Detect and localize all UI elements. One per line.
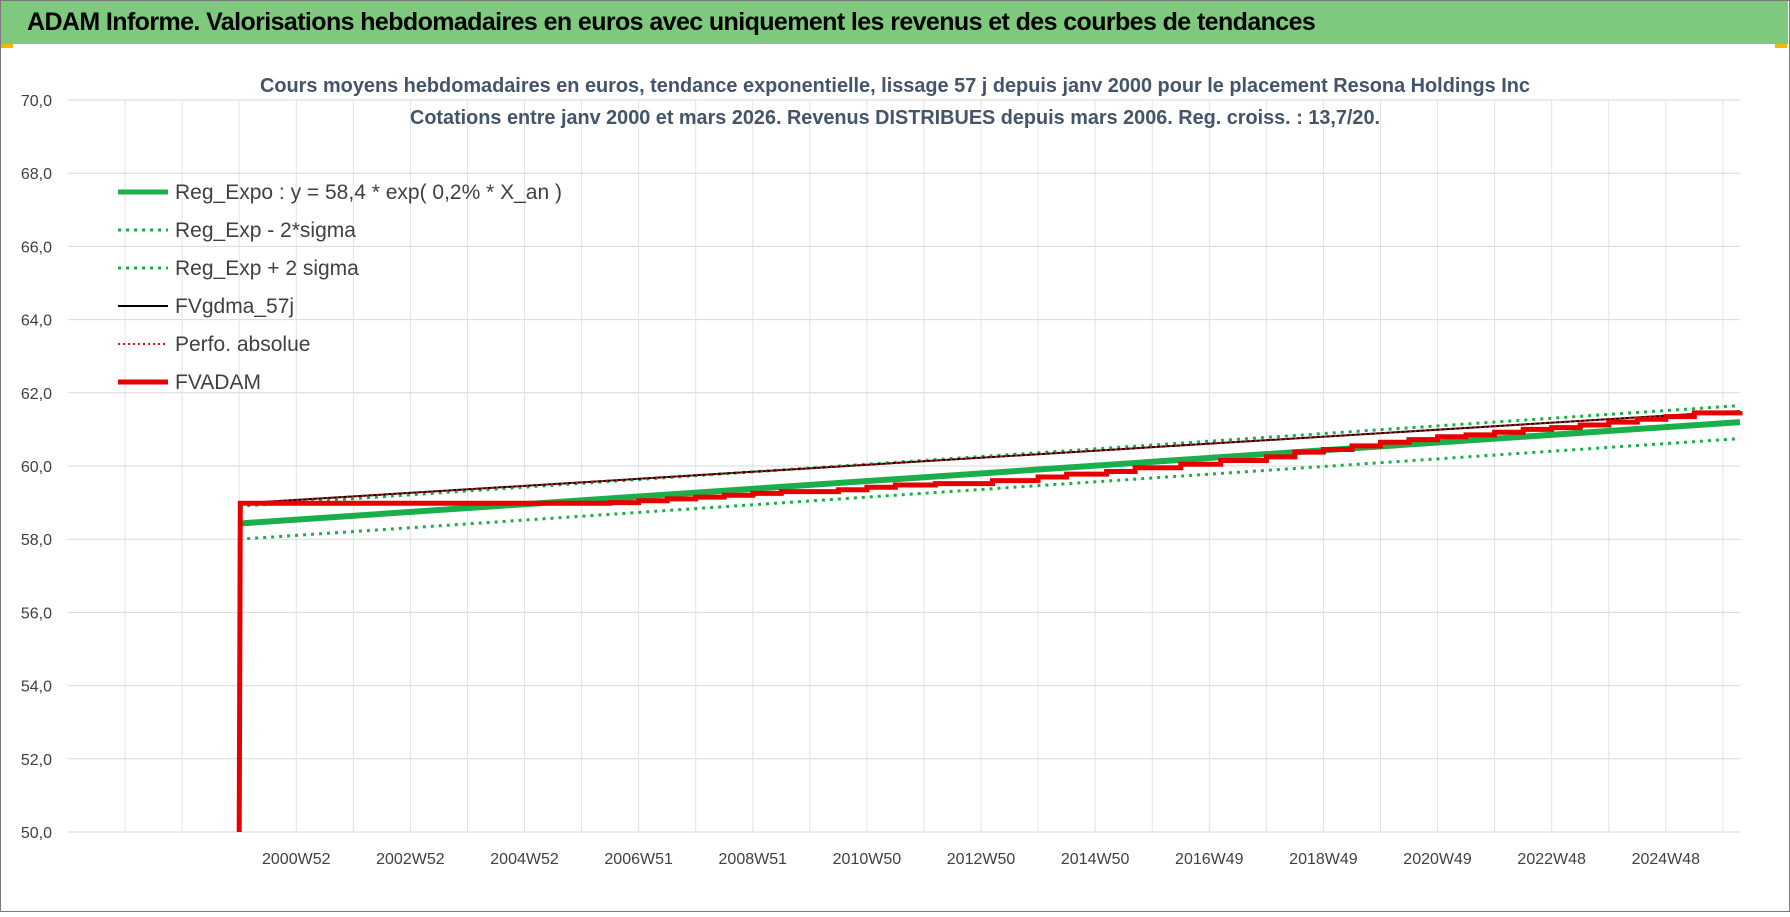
- y-tick-label: 52,0: [21, 752, 52, 769]
- y-tick-label: 68,0: [21, 166, 52, 183]
- x-tick-label: 2006W51: [604, 851, 673, 868]
- y-tick-label: 66,0: [21, 239, 52, 256]
- y-tick-label: 60,0: [21, 459, 52, 476]
- x-tick-label: 2010W50: [833, 851, 902, 868]
- x-tick-label: 2012W50: [947, 851, 1016, 868]
- legend-label: FVADAM: [175, 371, 261, 394]
- report-banner: ADAM Informe. Valorisations hebdomadaire…: [1, 1, 1788, 44]
- y-tick-label: 58,0: [21, 532, 52, 549]
- y-tick-label: 54,0: [21, 679, 52, 696]
- x-tick-label: 2020W49: [1403, 851, 1472, 868]
- series-line: [236, 410, 1743, 833]
- x-tick-label: 2018W49: [1289, 851, 1358, 868]
- chart-subtitle: Cotations entre janv 2000 et mars 2026. …: [410, 107, 1380, 129]
- legend: Reg_Expo : y = 58,4 * exp( 0,2% * X_an )…: [118, 181, 562, 394]
- y-tick-label: 50,0: [21, 825, 52, 842]
- y-tick-label: 64,0: [21, 313, 52, 330]
- series-lines: [236, 404, 1743, 833]
- y-tick-label: 62,0: [21, 386, 52, 403]
- x-tick-label: 2002W52: [376, 851, 445, 868]
- x-axis-ticks: 2000W52 2002W52 2004W52 2006W51 2008W51 2010W…: [262, 851, 1700, 868]
- chart-area: 70,0 68,0 66,0 64,0 62,0 60,0 58,0 56,0 54,0 52,0…: [0, 44, 1790, 912]
- x-tick-label: 2004W52: [490, 851, 559, 868]
- legend-label: Reg_Exp - 2*sigma: [175, 219, 356, 242]
- x-tick-label: 2014W50: [1061, 851, 1130, 868]
- y-tick-label: 56,0: [21, 605, 52, 622]
- y-tick-label: 70,0: [21, 93, 52, 110]
- corner-marker: [1, 44, 13, 48]
- legend-label: Perfo. absolue: [175, 333, 310, 356]
- legend-label: Reg_Exp + 2 sigma: [175, 257, 359, 280]
- x-tick-label: 2016W49: [1175, 851, 1244, 868]
- corner-marker: [1775, 44, 1787, 48]
- x-tick-label: 2000W52: [262, 851, 331, 868]
- series-line: [239, 404, 1741, 508]
- line-chart: 70,0 68,0 66,0 64,0 62,0 60,0 58,0 56,0 54,0 52,0…: [21, 75, 1743, 868]
- chart-title: Cours moyens hebdomadaires en euros, ten…: [260, 75, 1530, 97]
- x-tick-label: 2008W51: [719, 851, 788, 868]
- grid: [68, 99, 1740, 833]
- legend-label: FVgdma_57j: [175, 295, 294, 318]
- report-title: ADAM Informe. Valorisations hebdomadaire…: [27, 8, 1316, 36]
- series-line: [238, 410, 1741, 833]
- series-line: [238, 419, 1741, 527]
- legend-label: Reg_Expo : y = 58,4 * exp( 0,2% * X_an ): [175, 181, 562, 204]
- y-axis-ticks: 70,0 68,0 66,0 64,0 62,0 60,0 58,0 56,0 54,0 52,0…: [21, 93, 52, 842]
- x-tick-label: 2022W48: [1517, 851, 1586, 868]
- series-line: [239, 437, 1741, 541]
- chart-titles: Cours moyens hebdomadaires en euros, ten…: [260, 75, 1530, 129]
- x-tick-label: 2024W48: [1632, 851, 1701, 868]
